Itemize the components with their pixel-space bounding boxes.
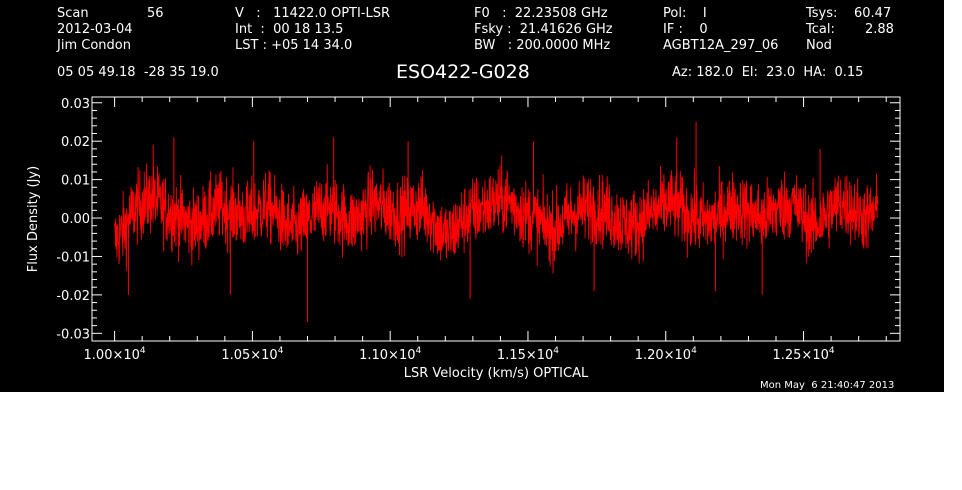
tcal-label: Tcal:: [806, 22, 835, 37]
y-tick-label: 0.00: [61, 212, 90, 227]
y-tick-label: -0.03: [56, 327, 90, 342]
rest-frequency: F0 : 22.23508 GHz: [474, 6, 608, 21]
velocity-info: V : 11422.0 OPTI-LSR: [235, 6, 391, 21]
x-tick-label: 1.20×104: [635, 346, 697, 363]
tsys-label: Tsys:: [806, 6, 838, 21]
tcal-value: 2.88: [865, 22, 894, 37]
y-tick-label: 0.03: [61, 97, 90, 112]
plot-frame: [91, 96, 901, 342]
sky-frequency: Fsky : 21.41626 GHz: [474, 22, 613, 37]
procedure-name: Nod: [806, 38, 832, 53]
ticks-layer: 1.00×104 1.05×104 1.10×104 1.15×104 1.20×104…: [56, 97, 900, 363]
source-name: ESO422-G028: [396, 61, 530, 83]
x-tick-label: 1.00×104: [84, 346, 146, 363]
trace-layer: [114, 121, 879, 322]
bandwidth-info: BW : 200.0000 MHz: [474, 38, 611, 53]
pointing-info: Az: 182.0 El: 23.0 HA: 0.15: [672, 65, 864, 80]
observer-name: Jim Condon: [57, 38, 131, 53]
obs-date: 2012-03-04: [57, 22, 133, 37]
y-tick-label: -0.01: [56, 250, 90, 265]
y-tick-label: 0.01: [61, 174, 90, 189]
source-coordinates: 05 05 49.18 -28 35 19.0: [57, 65, 219, 80]
x-axis-label: LSR Velocity (km/s) OPTICAL: [404, 366, 589, 381]
polarization-info: Pol: I: [663, 6, 707, 21]
spectrum-trace: [114, 155, 879, 274]
x-tick-label: 1.25×104: [772, 346, 834, 363]
plot-panel: Scan 56 2012-03-04 Jim Condon V : 11422.…: [0, 0, 944, 392]
integration-time: Int : 00 18 13.5: [235, 22, 344, 37]
scan-label: Scan: [57, 6, 89, 21]
x-tick-label: 1.05×104: [221, 346, 283, 363]
x-tick-label: 1.15×104: [497, 346, 559, 363]
plot-timestamp: Mon May 6 21:40:47 2013: [760, 380, 895, 391]
scan-value: 56: [147, 6, 164, 21]
project-id: AGBT12A_297_06: [663, 38, 779, 53]
y-tick-label: -0.02: [56, 289, 90, 304]
x-tick-label: 1.10×104: [359, 346, 421, 363]
lst-info: LST : +05 14 34.0: [235, 38, 353, 53]
y-tick-label: 0.02: [61, 135, 90, 150]
if-info: IF : 0: [663, 22, 708, 37]
spectrum-chart: 1.00×104 1.05×104 1.10×104 1.15×104 1.20×104…: [26, 96, 901, 381]
y-axis-label: Flux Density (Jy): [26, 166, 41, 272]
tsys-value: 60.47: [854, 6, 892, 21]
